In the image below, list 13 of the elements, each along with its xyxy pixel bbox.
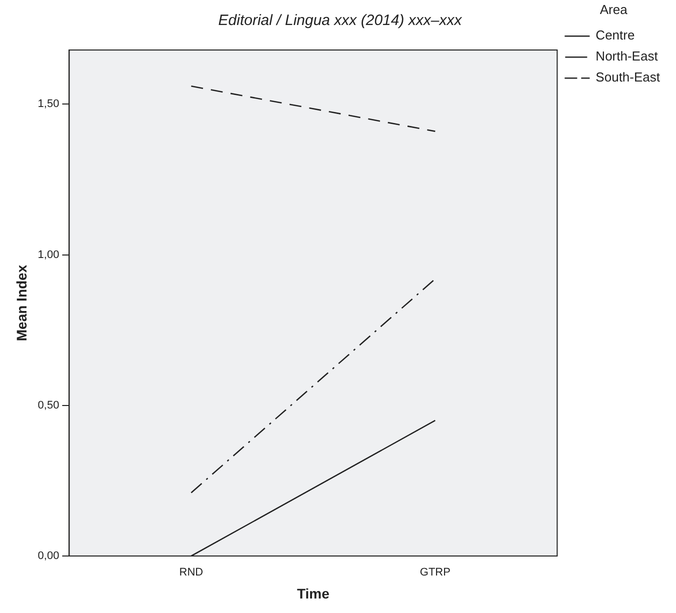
legend-label: Centre [596, 28, 635, 43]
x-tick-label: GTRP [420, 566, 450, 579]
y-axis-title: Mean Index [13, 264, 30, 342]
y-tick-label: 1,50 [38, 98, 60, 110]
y-tick-label: 0,50 [38, 399, 60, 412]
legend-label: North-East [596, 48, 658, 64]
chart-title: Editorial / Lingua xxx (2014) xxx–xxx [218, 12, 462, 30]
y-tick-label: 1,00 [38, 248, 60, 261]
x-axis-title: Time [296, 585, 330, 602]
y-tick-label: 0,00 [38, 550, 60, 562]
legend-label: South-East [596, 70, 660, 85]
x-tick-label: RND [179, 566, 204, 579]
legend-title: Area [600, 2, 628, 18]
